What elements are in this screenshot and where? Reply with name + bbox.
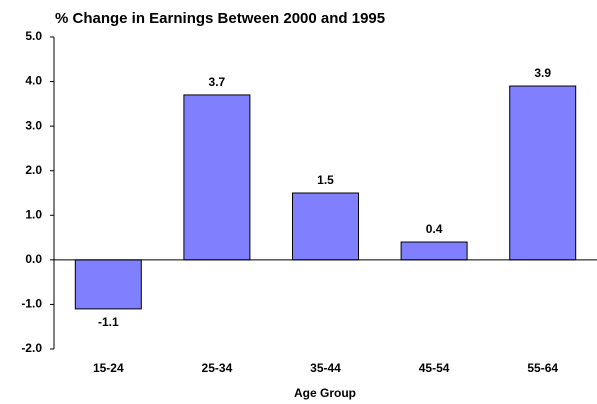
- x-tick-label: 45-54: [419, 361, 450, 375]
- y-tick-label: 2.0: [25, 163, 42, 177]
- x-tick-label: 35-44: [310, 361, 341, 375]
- bar: [292, 192, 359, 261]
- data-label: 3.9: [534, 66, 551, 80]
- data-label: -1.1: [98, 315, 119, 329]
- x-tick-label: 55-64: [527, 361, 558, 375]
- x-tick-label: 15-24: [93, 361, 124, 375]
- y-tick-label: -2.0: [21, 341, 42, 355]
- data-label: 3.7: [209, 75, 226, 89]
- y-tick-label: 3.0: [25, 118, 42, 132]
- bar: [509, 85, 577, 261]
- data-label: 0.4: [426, 222, 443, 236]
- bar: [74, 259, 142, 310]
- y-tick-label: -1.0: [21, 297, 42, 311]
- y-tick-label: 5.0: [25, 29, 42, 43]
- bar: [400, 241, 468, 261]
- data-label: 1.5: [317, 173, 334, 187]
- x-tick-label: 25-34: [202, 361, 233, 375]
- x-axis-title: Age Group: [294, 386, 356, 400]
- y-tick-label: 4.0: [25, 74, 42, 88]
- chart-title: % Change in Earnings Between 2000 and 19…: [55, 10, 385, 27]
- y-tick-label: 0.0: [25, 252, 42, 266]
- bar: [183, 94, 251, 261]
- y-tick-label: 1.0: [25, 207, 42, 221]
